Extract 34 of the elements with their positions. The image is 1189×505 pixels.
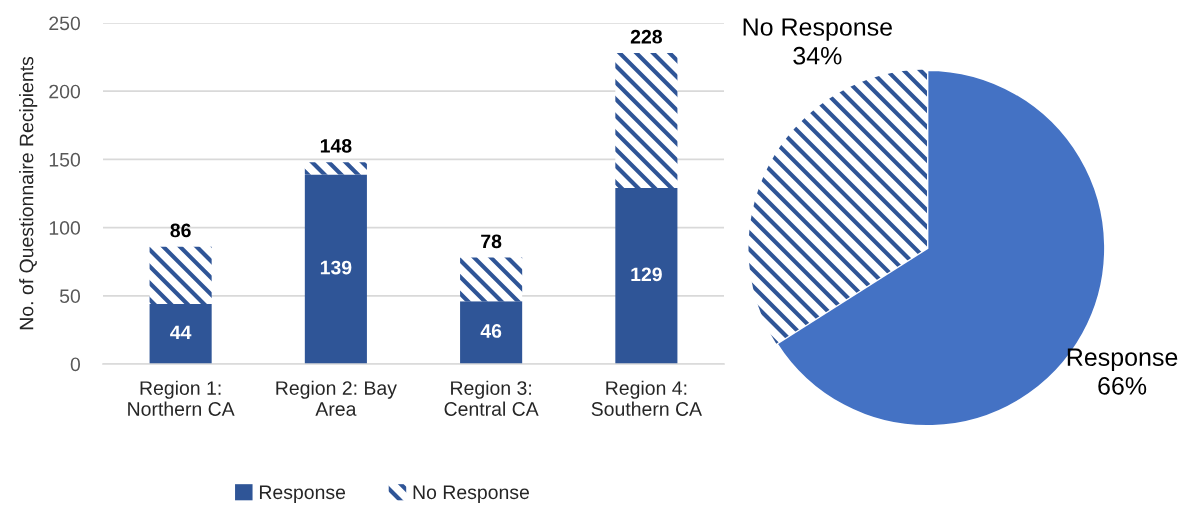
legend-label: No Response — [413, 485, 529, 503]
bar — [460, 301, 523, 364]
legend-label: Response — [259, 485, 346, 503]
total-label: 148 — [320, 138, 352, 153]
y-tick-label: 100 — [49, 221, 81, 235]
y-tick-label: 0 — [70, 357, 81, 372]
y-axis-title: No. of Questionnaire Recipients — [19, 56, 38, 330]
x-tick-label: Region 2: Bay Area — [276, 380, 397, 416]
data-label: 46 — [480, 324, 502, 338]
total-label: 86 — [170, 223, 191, 238]
bar — [615, 53, 678, 189]
y-tick-label: 250 — [49, 16, 81, 31]
total-label: 78 — [481, 234, 502, 249]
data-label: 34% — [793, 46, 842, 65]
total-label: 228 — [630, 29, 662, 44]
pie-slice — [748, 69, 927, 344]
y-tick-label: 50 — [59, 289, 81, 304]
x-tick-label: Region 4: Southern CA — [591, 380, 702, 416]
data-label: 129 — [631, 267, 662, 282]
slice-label: Response — [1067, 348, 1178, 371]
x-tick-label: Region 1: Northern CA — [128, 380, 235, 416]
bar — [460, 257, 523, 302]
data-label: 139 — [320, 260, 352, 275]
bar — [615, 188, 678, 364]
y-tick-label: 200 — [49, 84, 81, 99]
bar — [304, 174, 367, 364]
y-tick-label: 150 — [49, 152, 81, 167]
x-tick-label: Region 3: Central CA — [444, 380, 539, 416]
data-label: 44 — [170, 325, 192, 340]
slice-label: No Response — [743, 18, 892, 41]
bar — [304, 162, 367, 175]
data-label: 66% — [1098, 377, 1147, 395]
bar — [149, 303, 212, 364]
bar — [149, 246, 212, 304]
